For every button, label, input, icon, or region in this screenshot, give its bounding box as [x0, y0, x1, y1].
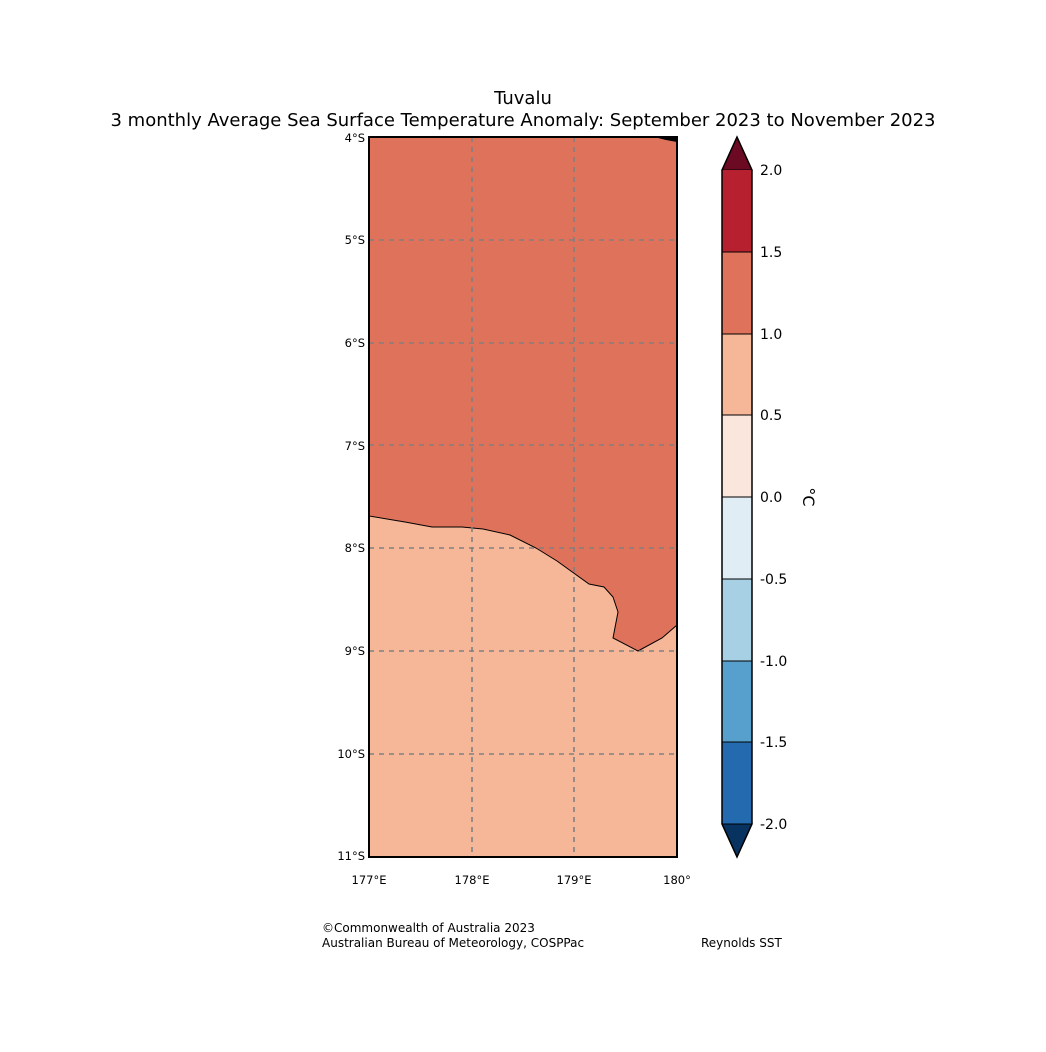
lat-label: 11°S [337, 849, 365, 863]
lat-label: 8°S [345, 541, 365, 555]
colorbar-tick-label: -2.0 [760, 817, 787, 833]
lon-label: 177°E [352, 873, 387, 887]
lat-label: 10°S [337, 747, 365, 761]
copyright-text: ©Commonwealth of Australia 2023 [322, 921, 535, 935]
colorbar-tick-label: -0.5 [760, 572, 787, 588]
map-panel [368, 136, 678, 858]
map-title: Tuvalu [494, 88, 552, 109]
copyright-block: ©Commonwealth of Australia 2023 Australi… [322, 921, 584, 951]
map-subtitle: 3 monthly Average Sea Surface Temperatur… [110, 110, 936, 131]
colorbar-outline [721, 135, 753, 859]
lon-label: 179°E [557, 873, 592, 887]
colorbar-tick-label: -1.5 [760, 735, 787, 751]
colorbar-extend-max [721, 135, 753, 171]
colorbar-segment [722, 170, 752, 252]
colorbar-extend-min [721, 823, 753, 859]
longitude-labels: 177°E 178°E 179°E 180° [352, 873, 691, 887]
graticule [369, 137, 677, 857]
colorbar-tick-label: 2.0 [760, 163, 782, 179]
colorbar-segment [722, 415, 752, 497]
agency-text: Australian Bureau of Meteorology, COSPPa… [322, 936, 585, 950]
colorbar-segment [722, 661, 752, 742]
colorbar-tick-label: 1.0 [760, 327, 782, 343]
colorbar-tick-label: 1.5 [760, 245, 782, 261]
colorbar-unit-label: °C [799, 487, 818, 506]
colorbar-tick-label: -1.0 [760, 654, 787, 670]
colorbar-segment [722, 579, 752, 661]
lat-label: 6°S [345, 336, 365, 350]
colorbar: 2.0 1.5 1.0 0.5 0.0 -0.5 -1.0 -1.5 -2.0 … [721, 135, 818, 859]
colorbar-segment [722, 497, 752, 579]
colorbar-tick-label: 0.5 [760, 408, 782, 424]
lat-label: 9°S [345, 644, 365, 658]
lat-label: 7°S [345, 439, 365, 453]
colorbar-tick-label: 0.0 [760, 490, 782, 506]
lon-label: 178°E [455, 873, 490, 887]
colorbar-segment [722, 742, 752, 824]
latitude-labels: 4°S 5°S 6°S 7°S 8°S 9°S 10°S 11°S [337, 131, 365, 863]
data-source-text: Reynolds SST [701, 936, 782, 950]
lon-label: 180° [663, 873, 691, 887]
lat-label: 5°S [345, 233, 365, 247]
region-anomaly-1.0-to-1.5 [368, 136, 678, 652]
colorbar-segment [722, 334, 752, 415]
coastline-fragment [654, 137, 677, 142]
map-frame [368, 136, 678, 858]
lat-label: 4°S [345, 131, 365, 145]
colorbar-segment [722, 252, 752, 334]
